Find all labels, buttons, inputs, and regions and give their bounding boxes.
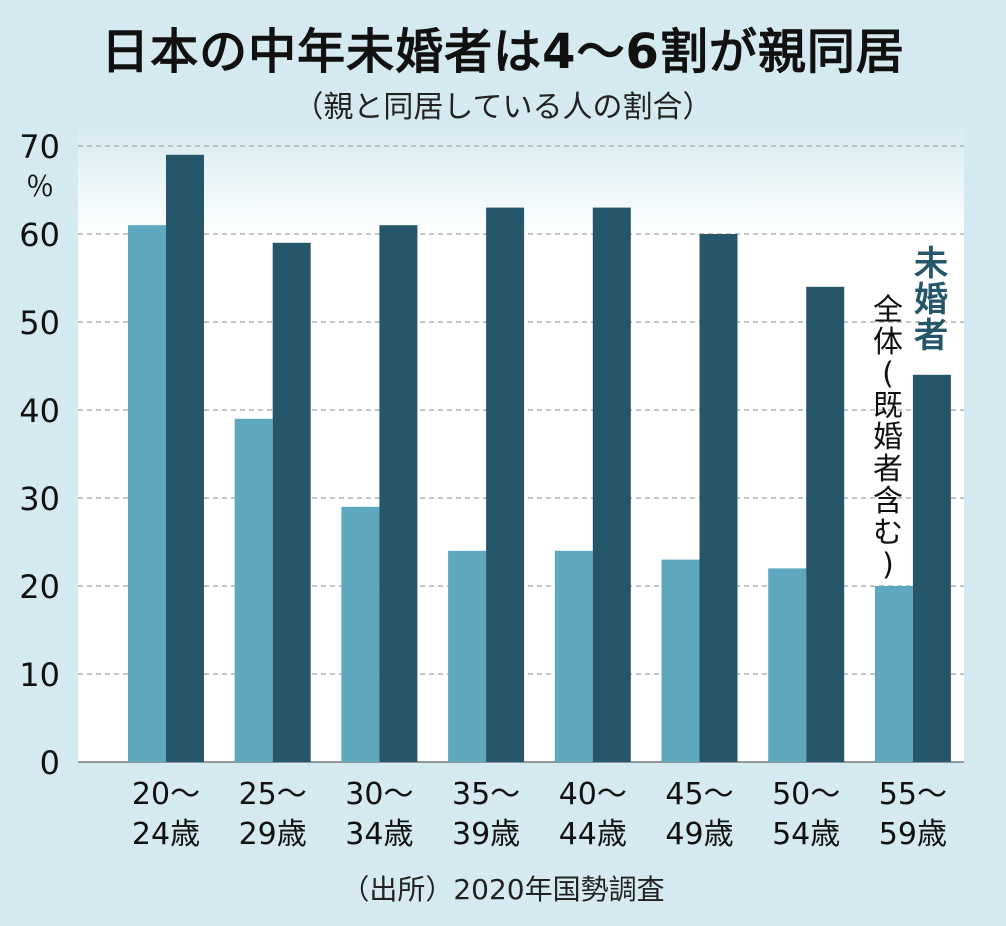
chart-title: 日本の中年未婚者は4～6割が親同居 xyxy=(101,24,905,80)
x-tick-label: 59歳 xyxy=(879,817,947,852)
bar-unmarried xyxy=(912,374,951,762)
legend-unmarried: 未婚者 xyxy=(914,244,948,356)
bar-overall xyxy=(234,418,273,762)
bar-unmarried xyxy=(486,207,525,763)
bars xyxy=(128,154,951,763)
bar-overall xyxy=(874,586,913,762)
bar-overall xyxy=(448,550,487,762)
legend-char: ( xyxy=(882,357,894,392)
y-tick-label: 10 xyxy=(19,656,60,694)
legend-char: 婚 xyxy=(873,420,903,455)
bar-overall xyxy=(661,559,700,762)
x-tick-label: 44歳 xyxy=(559,817,627,852)
legend-char: 者 xyxy=(873,452,903,487)
legend-char: ) xyxy=(882,547,894,582)
legend-char: 婚 xyxy=(914,280,948,320)
y-axis: 0 10 20 30 40 50 60 70 ％ xyxy=(19,128,60,782)
bar-unmarried xyxy=(166,154,204,763)
legend-char: 者 xyxy=(914,316,948,356)
x-tick-label: 45～ xyxy=(665,777,733,812)
x-tick-label: 40～ xyxy=(559,777,627,812)
y-tick-label: 0 xyxy=(40,744,60,782)
y-tick-label: 30 xyxy=(19,480,60,518)
y-tick-label: 50 xyxy=(19,304,60,342)
x-tick-label: 55～ xyxy=(879,777,947,812)
bar-overall xyxy=(341,506,380,762)
bar-unmarried xyxy=(806,286,845,762)
bar-unmarried xyxy=(379,225,418,762)
bar-unmarried xyxy=(272,242,311,763)
legend-char: 全 xyxy=(873,293,903,328)
chart-subtitle: （親と同居している人の割合） xyxy=(293,90,713,125)
legend-char: 体 xyxy=(873,325,903,360)
x-tick-label: 35～ xyxy=(452,777,520,812)
y-tick-label: 40 xyxy=(19,392,60,430)
x-tick-label: 49歳 xyxy=(665,817,733,852)
x-tick-label: 39歳 xyxy=(452,817,520,852)
x-tick-label: 25～ xyxy=(239,777,307,812)
x-axis: 20～ 24歳 25～ 29歳 30～ 34歳 35～ 39歳 40～ 44歳 45～ 49歳 50～ 5… xyxy=(132,777,947,852)
bar-unmarried xyxy=(699,234,738,762)
legend-char: 含 xyxy=(873,484,903,519)
bar-unmarried xyxy=(592,207,631,763)
y-tick-label: 60 xyxy=(19,216,60,254)
x-tick-label: 29歳 xyxy=(239,817,307,852)
bar-overall xyxy=(768,568,807,762)
x-tick-label: 30～ xyxy=(345,777,413,812)
x-tick-label: 20～ xyxy=(132,777,200,812)
x-tick-label: 34歳 xyxy=(345,817,413,852)
legend-char: 既 xyxy=(873,388,903,423)
legend-char: 未 xyxy=(914,244,948,284)
y-axis-unit: ％ xyxy=(26,170,54,203)
bar-overall xyxy=(128,225,166,762)
x-tick-label: 54歳 xyxy=(772,817,840,852)
source-note: （出所）2020年国勢調査 xyxy=(341,873,665,906)
bar-overall xyxy=(554,550,593,762)
x-tick-label: 24歳 xyxy=(132,817,200,852)
y-tick-label: 20 xyxy=(19,568,60,606)
y-tick-label: 70 xyxy=(19,128,60,166)
legend-char: む xyxy=(873,516,903,551)
x-tick-label: 50～ xyxy=(772,777,840,812)
